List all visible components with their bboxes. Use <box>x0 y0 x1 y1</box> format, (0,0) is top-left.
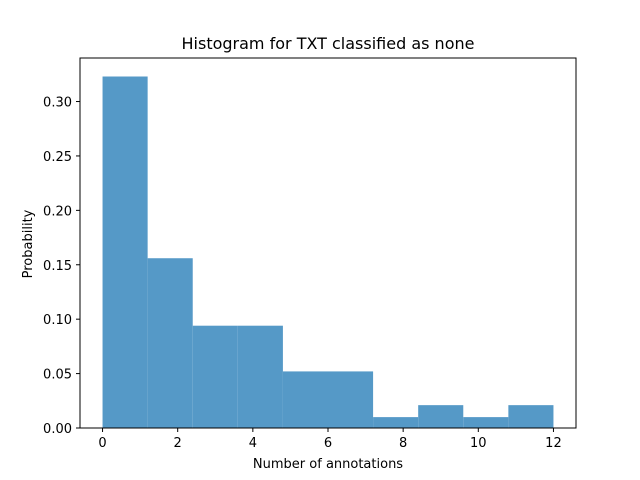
histogram-bar-5 <box>328 371 374 428</box>
x-tick-label-6: 12 <box>545 436 562 451</box>
y-tick-label-0: 0.00 <box>43 422 72 437</box>
histogram-bar-1 <box>147 258 193 428</box>
histogram-bar-8 <box>463 417 509 428</box>
histogram-bar-6 <box>373 417 419 428</box>
y-ticks-group: 0.00 0.05 0.10 0.15 0.20 0.25 0.30 <box>43 96 80 437</box>
y-axis-label: Probability <box>21 209 36 278</box>
x-ticks-group: 0 2 4 6 8 10 12 <box>98 428 562 451</box>
histogram-bar-3 <box>237 325 283 428</box>
x-tick-label-5: 10 <box>470 436 487 451</box>
x-tick-label-1: 2 <box>174 436 182 451</box>
histogram-bar-9 <box>508 405 554 428</box>
x-axis-label: Number of annotations <box>253 457 403 472</box>
bars-group <box>102 76 554 428</box>
x-tick-label-3: 6 <box>324 436 332 451</box>
histogram-bar-4 <box>282 371 328 428</box>
y-tick-label-4: 0.20 <box>43 204 72 219</box>
y-tick-label-3: 0.15 <box>43 259 72 274</box>
y-tick-label-2: 0.10 <box>43 313 72 328</box>
y-tick-label-6: 0.30 <box>43 96 72 111</box>
y-tick-label-1: 0.05 <box>43 368 72 383</box>
x-tick-label-2: 4 <box>249 436 257 451</box>
plot-frame <box>79 57 577 429</box>
histogram-bar-7 <box>418 405 464 428</box>
x-tick-label-4: 8 <box>399 436 407 451</box>
histogram-bar-2 <box>192 325 238 428</box>
x-tick-label-0: 0 <box>98 436 106 451</box>
y-tick-label-5: 0.25 <box>43 150 72 165</box>
histogram-bar-0 <box>102 76 148 428</box>
chart-title: Histogram for TXT classified as none <box>182 34 475 53</box>
